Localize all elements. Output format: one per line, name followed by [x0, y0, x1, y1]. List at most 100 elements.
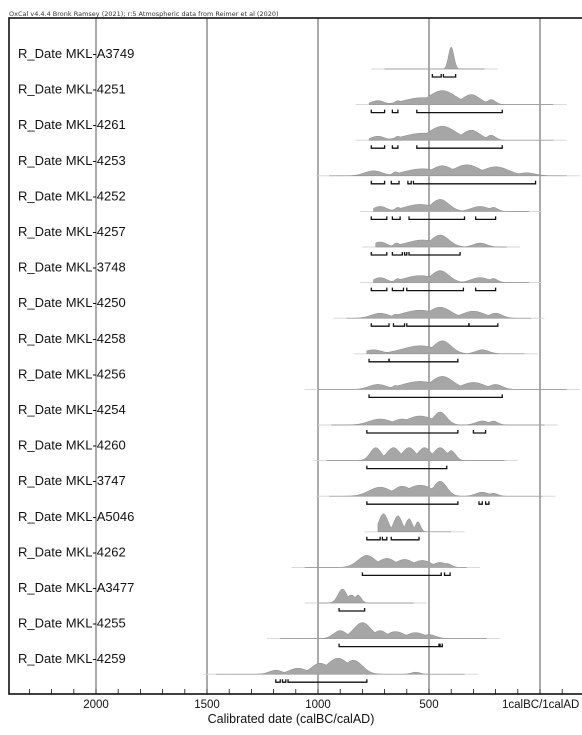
minor-ticks	[28, 689, 563, 694]
density-shape	[280, 622, 487, 639]
distribution-row: R_Date MKL-4261	[18, 117, 567, 149]
hpd-bracket	[439, 643, 443, 648]
distribution-row: R_Date MKL-4250	[18, 295, 545, 327]
hpd-bracket	[370, 109, 386, 114]
density-shape	[373, 270, 529, 283]
hpd-bracket	[366, 536, 381, 541]
distribution-row: R_Date MKL-3747	[18, 473, 556, 505]
hpd-bracket	[338, 643, 440, 648]
hpd-bracket	[474, 216, 497, 221]
distribution-row: R_Date MKL-A3477	[18, 580, 427, 612]
density-shape	[326, 447, 505, 461]
hpd-bracket	[406, 287, 465, 292]
x-axis-label: Calibrated date (calBC/calAD)	[207, 712, 375, 726]
x-tick-label: 1000	[305, 699, 331, 711]
distributions: R_Date MKL-A3749 R_Date MKL-4251 R_Date MK…	[18, 46, 580, 683]
hpd-bracket	[370, 180, 386, 185]
hpd-bracket	[416, 109, 503, 114]
density-shape	[318, 588, 414, 604]
hpd-bracket	[366, 430, 459, 434]
hpd-bracket	[370, 252, 388, 256]
distribution-row: R_Date MKL-A5046	[18, 509, 465, 541]
x-tick-label: 1calBC/1calAD	[502, 699, 579, 711]
hpd-bracket	[442, 74, 457, 78]
distribution-label: R_Date MKL-3748	[18, 260, 126, 275]
hpd-bracket	[484, 501, 490, 505]
distribution-row: R_Date MKL-4253	[18, 153, 580, 185]
hpd-bracket	[468, 323, 499, 327]
density-shape	[384, 46, 485, 70]
distribution-label: R_Date MKL-4251	[18, 82, 126, 97]
hpd-bracket	[366, 465, 448, 470]
hpd-bracket	[407, 180, 412, 185]
hpd-bracket	[370, 287, 388, 292]
hpd-bracket	[287, 679, 368, 683]
density-shape	[368, 125, 554, 141]
distribution-row: R_Date MKL-4252	[18, 188, 543, 221]
plot-frame	[8, 17, 582, 695]
hpd-bracket	[381, 536, 388, 541]
hpd-bracket	[391, 109, 399, 114]
hpd-bracket	[443, 572, 451, 577]
hpd-bracket	[391, 287, 405, 292]
hpd-bracket	[478, 501, 483, 505]
hpd-bracket	[368, 358, 390, 363]
density-shape	[329, 480, 543, 497]
distribution-label: R_Date MKL-4254	[18, 402, 126, 417]
hpd-bracket	[408, 216, 466, 221]
hpd-bracket	[392, 323, 406, 327]
hpd-bracket	[391, 145, 399, 149]
hpd-bracket	[370, 216, 388, 221]
distribution-row: R_Date MKL-4257	[18, 224, 521, 256]
density-shape	[331, 411, 545, 426]
hpd-bracket	[390, 536, 420, 541]
hpd-bracket	[388, 358, 459, 363]
density-shape	[318, 376, 567, 390]
distribution-row: R_Date MKL-4260	[18, 438, 518, 470]
distribution-label: R_Date MKL-A5046	[18, 509, 134, 524]
distribution-label: R_Date MKL-4255	[18, 616, 126, 631]
distribution-label: R_Date MKL-4257	[18, 224, 126, 239]
hpd-bracket	[416, 145, 503, 149]
distribution-label: R_Date MKL-4250	[18, 295, 126, 310]
density-shape	[375, 234, 507, 248]
distribution-row: R_Date MKL-A3749	[18, 46, 498, 78]
x-tick-label: 1500	[194, 699, 220, 711]
distribution-row: R_Date MKL-4255	[18, 616, 501, 648]
hpd-bracket	[391, 216, 401, 221]
hpd-bracket	[406, 323, 470, 327]
hpd-bracket	[368, 394, 503, 399]
density-shape	[373, 199, 529, 212]
hpd-bracket	[275, 679, 281, 683]
distribution-row: R_Date MKL-4262	[18, 544, 481, 577]
distribution-row: R_Date MKL-4251	[18, 82, 567, 114]
x-tick-label: 2000	[83, 699, 109, 711]
distribution-row: R_Date MKL-4258	[18, 331, 538, 363]
x-tick-labels: 2000 1500 1000 500 1calBC/1calAD	[83, 699, 579, 711]
hpd-bracket	[366, 501, 459, 505]
distribution-row: R_Date MKL-4256	[18, 366, 580, 399]
hpd-bracket	[281, 679, 287, 683]
density-shape	[366, 340, 525, 355]
density-shape	[377, 513, 452, 533]
hpd-bracket	[412, 180, 537, 185]
hpd-bracket	[370, 323, 390, 327]
distribution-label: R_Date MKL-4261	[18, 117, 126, 132]
distribution-label: R_Date MKL-4262	[18, 544, 126, 559]
distribution-label: R_Date MKL-A3749	[18, 46, 134, 61]
distribution-label: R_Date MKL-4260	[18, 438, 126, 453]
hpd-bracket	[431, 74, 442, 78]
distribution-label: R_Date MKL-A3477	[18, 580, 134, 595]
distribution-label: R_Date MKL-4258	[18, 331, 126, 346]
hpd-bracket	[474, 287, 497, 292]
distribution-label: R_Date MKL-3747	[18, 473, 126, 488]
oxcal-header: OxCal v4.4.4 Bronk Ramsey (2021); r:5 At…	[9, 10, 279, 18]
hpd-bracket	[391, 252, 404, 256]
density-shape	[304, 555, 467, 568]
distribution-row: R_Date MKL-4259	[18, 651, 478, 683]
density-shape	[329, 164, 567, 177]
density-shape	[368, 90, 554, 105]
density-shape	[215, 657, 465, 675]
distribution-label: R_Date MKL-4259	[18, 651, 126, 666]
